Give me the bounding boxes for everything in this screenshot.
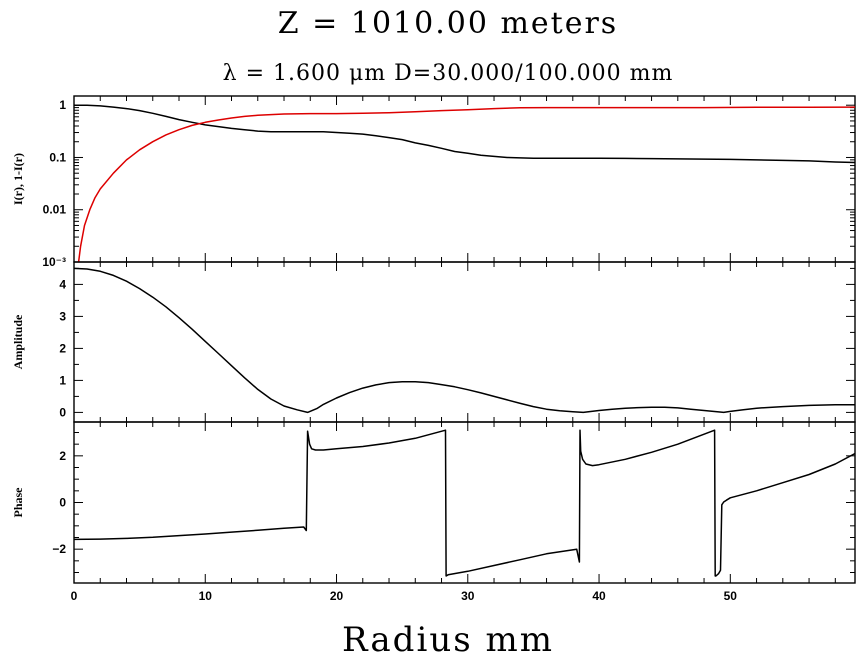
y-axis-label: Phase bbox=[11, 487, 25, 518]
y-tick-label: 10⁻³ bbox=[42, 255, 66, 269]
y-tick-label: 0.1 bbox=[49, 150, 66, 164]
x-tick-label: 50 bbox=[724, 589, 738, 603]
panel-frame bbox=[73, 95, 856, 263]
x-tick-label: 20 bbox=[330, 589, 344, 603]
panel-intensity: 1 0.1 0.01 10⁻³ I(r), 1-I(r) bbox=[11, 95, 856, 269]
y-tick-label: 1 bbox=[59, 373, 66, 387]
panel-phase: −2 0 2 Phase bbox=[11, 421, 856, 584]
y-tick-label: 2 bbox=[59, 341, 66, 355]
y-axis-label: Amplitude bbox=[11, 314, 25, 369]
y-tick-label: 3 bbox=[59, 309, 66, 323]
y-tick-label: 2 bbox=[59, 449, 66, 463]
intensity-series-line-1 bbox=[77, 106, 855, 262]
panel-frame bbox=[73, 421, 856, 584]
panel-amplitude: 0 1 2 3 4 Amplitude bbox=[11, 261, 856, 423]
amplitude-series-line-0 bbox=[74, 267, 855, 414]
intensity-series-line-0 bbox=[74, 104, 855, 164]
x-tick-label: 30 bbox=[461, 589, 475, 603]
y-tick-label: 0.01 bbox=[43, 203, 67, 217]
phase-series-line-0 bbox=[74, 429, 855, 577]
y-tick-label: 0 bbox=[59, 405, 66, 419]
figure-title: Z = 1010.00 meters bbox=[278, 6, 618, 41]
figure-subtitle: λ = 1.600 μm D=30.000/100.000 mm bbox=[223, 61, 674, 86]
x-tick-label: 0 bbox=[71, 589, 78, 603]
x-axis-label: Radius mm bbox=[342, 620, 554, 658]
y-axis-label: I(r), 1-I(r) bbox=[11, 153, 25, 205]
x-tick-label: 10 bbox=[199, 589, 213, 603]
y-tick-label: 0 bbox=[59, 496, 66, 510]
y-tick-label: 1 bbox=[59, 98, 66, 112]
x-tick-label: 40 bbox=[592, 589, 606, 603]
y-tick-label: 4 bbox=[59, 277, 66, 291]
panel-frame bbox=[73, 261, 856, 423]
plot-panels: 1 0.1 0.01 10⁻³ I(r), 1-I(r) 0 1 2 3 4 Amplitude −2… bbox=[11, 95, 856, 603]
y-tick-label: −2 bbox=[52, 542, 66, 556]
